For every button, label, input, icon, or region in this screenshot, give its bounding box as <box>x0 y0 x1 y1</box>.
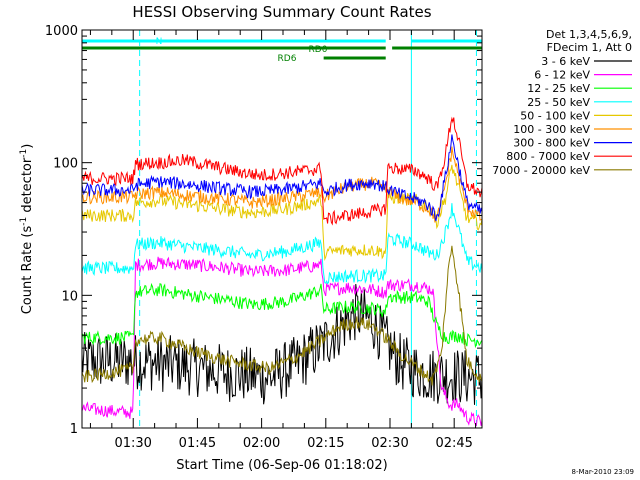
legend-label-5: 50 - 100 keV <box>520 109 590 122</box>
x-tick-label: 01:45 <box>179 436 216 451</box>
y-tick-label: 100 <box>53 157 78 172</box>
legend-label-7: 300 - 800 keV <box>513 137 590 150</box>
series-group <box>82 116 482 427</box>
plot-frame <box>81 29 483 429</box>
legend-label-6: 100 - 300 keV <box>513 123 590 136</box>
chart-title: HESSI Observing Summary Count Rates <box>132 3 431 21</box>
legend-label-9: 7000 - 20000 keV <box>492 164 590 177</box>
legend-label-8: 800 - 7000 keV <box>506 150 590 163</box>
legend-title-line-1: Det 1,3,4,5,6,9, <box>546 28 632 41</box>
x-tick-label: 02:15 <box>307 436 344 451</box>
x-tick-label: 01:30 <box>114 436 151 451</box>
bar-label-rd0: RD0 <box>309 45 328 55</box>
series-line-100-300-kev <box>82 146 482 223</box>
x-tick-label: 02:45 <box>435 436 472 451</box>
bar-label-n: N <box>156 37 163 47</box>
legend-label-3: 12 - 25 keV <box>527 82 590 95</box>
plot-area <box>82 30 482 428</box>
legend-title-line-2: FDecim 1, Att 0 <box>547 41 632 54</box>
legend-label-1: 3 - 6 keV <box>541 55 590 68</box>
x-axis: 01:30 01:45 02:00 02:15 02:30 02:45 <box>89 30 477 451</box>
footer-timestamp: 8-Mar-2010 23:09 <box>572 468 634 476</box>
x-tick-label: 02:30 <box>371 436 408 451</box>
y-tick-label: 1 <box>70 422 78 437</box>
y-tick-label: 10 <box>61 289 78 304</box>
bar-label-rd6: RD6 <box>278 54 297 64</box>
series-line-25-50-kev <box>82 203 482 285</box>
y-tick-label: 1000 <box>45 24 78 39</box>
x-axis-label: Start Time (06-Sep-06 01:18:02) <box>176 458 387 473</box>
series-line-12-25-kev <box>82 282 482 349</box>
legend-label-4: 25 - 50 keV <box>527 96 590 109</box>
series-line-6-12-kev <box>82 256 482 427</box>
series-line-7000-20000-kev <box>82 245 482 386</box>
series-line-800-7000-kev <box>82 116 482 226</box>
series-line-300-800-kev <box>82 134 482 222</box>
legend: Det 1,3,4,5,6,9, FDecim 1, Att 0 3 - 6 k… <box>492 28 632 177</box>
y-axis-label: Count Rate (s-1 detector-1) <box>19 144 35 315</box>
x-tick-label: 02:00 <box>243 436 280 451</box>
y-axis: 1 10 100 1000 <box>45 24 482 437</box>
legend-label-2: 6 - 12 keV <box>534 69 590 82</box>
attenuator-bars <box>82 39 482 60</box>
series-line-3-6-kev <box>82 283 482 405</box>
